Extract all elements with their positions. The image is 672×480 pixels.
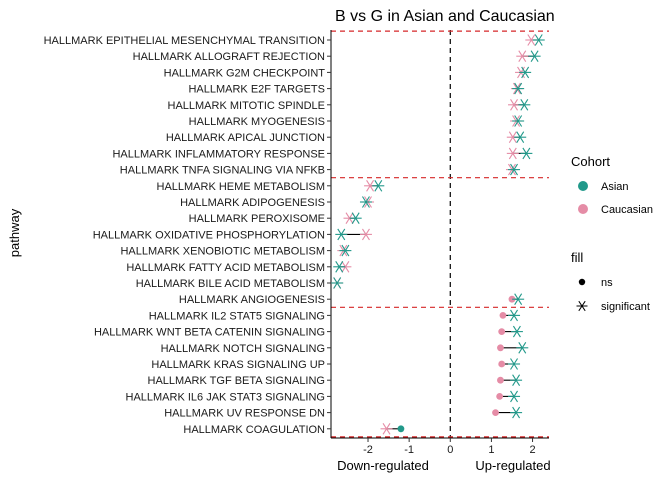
x-tick-label: 0 bbox=[447, 444, 453, 456]
caucasian-ns-point bbox=[498, 360, 506, 368]
y-axis-label: pathway bbox=[7, 208, 22, 257]
asian-significant-point bbox=[520, 147, 533, 160]
y-tick-label: HALLMARK MITOTIC SPINDLE bbox=[168, 100, 326, 112]
plot-area: -2 -1 0 1 2 HALLMARK EPITHELIAL MESENCHYMAL T… bbox=[44, 30, 549, 456]
asian-ns-point bbox=[397, 425, 405, 433]
asian-significant-point bbox=[508, 358, 521, 370]
y-tick-label: HALLMARK ANGIOGENESIS bbox=[179, 294, 325, 306]
y-tick-label: HALLMARK E2F TARGETS bbox=[188, 84, 325, 96]
asian-significant-point bbox=[331, 277, 344, 289]
y-tick-label: HALLMARK UV RESPONSE DN bbox=[164, 408, 325, 420]
legend-fill-title: fill bbox=[571, 250, 583, 265]
y-tick-label: HALLMARK IL6 JAK STAT3 SIGNALING bbox=[126, 391, 326, 403]
y-tick-label: HALLMARK OXIDATIVE PHOSPHORYLATION bbox=[93, 229, 325, 241]
asian-significant-point bbox=[518, 99, 531, 111]
asian-significant-point bbox=[510, 325, 523, 338]
caucasian-ns-point bbox=[496, 393, 504, 400]
caucasian-significant-point bbox=[508, 99, 521, 111]
asian-significant-point bbox=[528, 50, 541, 62]
asian-significant-point bbox=[512, 293, 525, 305]
caucasian-ns-point bbox=[508, 295, 516, 303]
caucasian-significant-point bbox=[380, 423, 393, 435]
legend-cohort-title: Cohort bbox=[571, 154, 610, 169]
y-tick-label: HALLMARK TNFA SIGNALING VIA NFKB bbox=[120, 165, 325, 177]
legend-ns-label: ns bbox=[601, 277, 613, 289]
caucasian-significant-point bbox=[506, 147, 519, 160]
asian-significant-point bbox=[333, 261, 346, 273]
asian-significant-point bbox=[508, 390, 521, 403]
x-region-label-up: Up-regulated bbox=[475, 458, 550, 473]
y-tick-label: HALLMARK ALLOGRAFT REJECTION bbox=[133, 51, 325, 63]
legend-significant-key bbox=[576, 300, 588, 312]
legend-caucasian-label: Caucasian bbox=[601, 204, 653, 216]
x-tick-label: 1 bbox=[488, 444, 494, 456]
asian-significant-point bbox=[372, 180, 385, 192]
legend: Cohort Asian Caucasian fill ns significa… bbox=[571, 154, 653, 313]
asian-significant-point bbox=[510, 406, 523, 419]
y-tick-label: HALLMARK KRAS SIGNALING UP bbox=[151, 359, 325, 371]
y-tick-label: HALLMARK PEROXISOME bbox=[189, 213, 325, 225]
asian-significant-point bbox=[359, 196, 372, 208]
caucasian-ns-point bbox=[497, 376, 504, 384]
caucasian-ns-point bbox=[499, 312, 507, 319]
x-tick-label: 2 bbox=[529, 444, 535, 456]
y-tick-label: HALLMARK APICAL JUNCTION bbox=[166, 132, 325, 144]
asian-significant-point bbox=[532, 34, 545, 46]
y-tick-label: HALLMARK XENOBIOTIC METABOLISM bbox=[120, 246, 325, 258]
x-tick-label: -2 bbox=[363, 444, 373, 456]
y-tick-label: HALLMARK MYOGENESIS bbox=[189, 116, 325, 128]
y-tick-label: HALLMARK HEME METABOLISM bbox=[157, 181, 326, 193]
y-tick-label: HALLMARK TGF BETA SIGNALING bbox=[148, 375, 325, 387]
y-tick-label: HALLMARK ADIPOGENESIS bbox=[180, 197, 325, 209]
legend-caucasian-key bbox=[578, 204, 588, 214]
legend-ns-key bbox=[578, 278, 586, 286]
asian-significant-point bbox=[349, 212, 362, 224]
caucasian-significant-point bbox=[516, 50, 529, 62]
y-tick-label: HALLMARK EPITHELIAL MESENCHYMAL TRANSITI… bbox=[44, 35, 325, 47]
y-tick-label: HALLMARK G2M CHECKPOINT bbox=[164, 67, 326, 79]
y-tick-label: HALLMARK COAGULATION bbox=[183, 424, 325, 436]
caucasian-ns-point bbox=[492, 409, 499, 416]
asian-significant-point bbox=[508, 163, 521, 176]
asian-significant-point bbox=[519, 66, 532, 79]
y-tick-label: HALLMARK IL2 STAT5 SIGNALING bbox=[149, 310, 325, 322]
x-tick-label: -1 bbox=[404, 444, 414, 456]
y-tick-label: HALLMARK BILE ACID METABOLISM bbox=[136, 278, 325, 290]
legend-significant-label: significant bbox=[601, 301, 650, 313]
y-tick-label: HALLMARK NOTCH SIGNALING bbox=[161, 343, 325, 355]
caucasian-ns-point bbox=[498, 328, 506, 335]
y-tick-label: HALLMARK INFLAMMATORY RESPONSE bbox=[112, 148, 325, 160]
asian-significant-point bbox=[508, 309, 521, 322]
y-tick-label: HALLMARK FATTY ACID METABOLISM bbox=[126, 262, 325, 274]
asian-significant-point bbox=[510, 374, 523, 386]
chart-title: B vs G in Asian and Caucasian bbox=[335, 8, 555, 25]
asian-significant-point bbox=[516, 342, 529, 354]
asian-significant-point bbox=[514, 131, 527, 143]
legend-asian-key bbox=[578, 181, 588, 191]
asian-significant-point bbox=[512, 115, 525, 127]
legend-asian-label: Asian bbox=[601, 181, 629, 193]
caucasian-significant-point bbox=[359, 228, 372, 241]
caucasian-ns-point bbox=[497, 344, 504, 352]
asian-significant-point bbox=[512, 82, 525, 95]
x-region-label-down: Down-regulated bbox=[337, 458, 429, 473]
asian-significant-point bbox=[339, 244, 352, 257]
asian-significant-point bbox=[335, 228, 348, 241]
y-tick-label: HALLMARK WNT BETA CATENIN SIGNALING bbox=[94, 327, 325, 339]
